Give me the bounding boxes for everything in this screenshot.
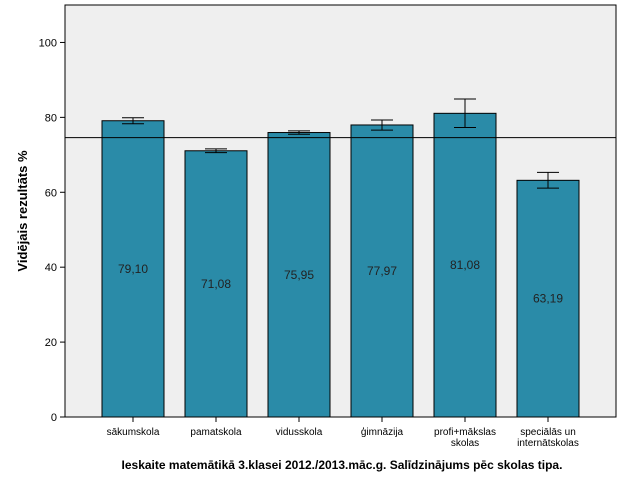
category-label-4: profi+mākslas xyxy=(434,427,496,438)
category-label-0: sākumskola xyxy=(107,427,160,438)
value-label-4: 81,08 xyxy=(450,258,480,272)
bar-2 xyxy=(267,132,331,418)
y-tick-label-3: 60 xyxy=(45,187,57,199)
y-tick-label-1: 20 xyxy=(45,337,57,349)
error-bar-3 xyxy=(371,119,393,131)
category-label-5: speciālās un xyxy=(520,427,576,438)
error-bars-group xyxy=(122,98,559,189)
error-bar-2 xyxy=(288,130,310,135)
chart-caption: Ieskaite matemātikā 3.klasei 2012./2013.… xyxy=(122,458,563,472)
bars-group xyxy=(101,112,580,418)
error-bar-1 xyxy=(205,148,227,154)
category-label-4: skolas xyxy=(451,438,479,449)
category-label-1: pamatskola xyxy=(190,427,242,438)
y-axis-label: Vidējais rezultāts % xyxy=(15,150,30,272)
value-label-1: 71,08 xyxy=(201,277,231,291)
bar-0 xyxy=(101,120,165,418)
x-axis: sākumskola pamatskola vidusskola ģimnāzija p… xyxy=(107,417,579,449)
error-bar-4 xyxy=(454,98,476,128)
value-label-5: 63,19 xyxy=(533,292,563,306)
y-tick-label-4: 80 xyxy=(45,112,57,124)
category-label-2: vidusskola xyxy=(276,427,323,438)
value-label-3: 77,97 xyxy=(367,264,397,278)
plot-frame xyxy=(64,4,617,418)
y-axis: 0 20 40 60 80 100 xyxy=(39,37,65,424)
value-label-0: 79,10 xyxy=(118,262,148,276)
category-label-5: internātskolas xyxy=(517,438,579,449)
y-tick-label-5: 100 xyxy=(39,37,57,49)
category-label-3: ģimnāzija xyxy=(361,425,404,438)
error-bar-0 xyxy=(122,117,144,125)
value-label-2: 75,95 xyxy=(284,268,314,282)
value-labels-group: 79,10 71,08 75,95 77,97 81,08 63,19 xyxy=(118,258,563,306)
y-tick-label-2: 40 xyxy=(45,262,57,274)
y-tick-label-0: 0 xyxy=(51,412,57,424)
bar-3 xyxy=(350,124,414,418)
error-bar-5 xyxy=(537,171,559,189)
